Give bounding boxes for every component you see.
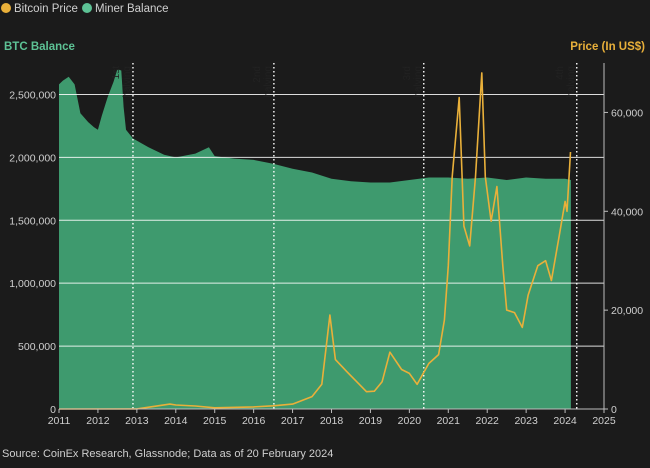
left-tick-label: 1,000,000 xyxy=(9,278,56,290)
x-tick-label: 2019 xyxy=(359,415,383,427)
x-tick-label: 2022 xyxy=(476,415,500,427)
legend-label-miner-balance: Miner Balance xyxy=(95,3,169,15)
x-tick-label: 2013 xyxy=(125,415,149,427)
left-axis-title: BTC Balance xyxy=(4,41,75,53)
legend: Bitcoin Price Miner Balance xyxy=(1,3,169,15)
x-tick-label: 2014 xyxy=(164,415,188,427)
left-tick-label: 0 xyxy=(50,404,56,416)
legend-swatch-bitcoin-price xyxy=(1,3,11,13)
left-tick-label: 2,500,000 xyxy=(9,89,56,101)
halving-label: 3rd xyxy=(402,66,413,80)
left-tick-label: 2,000,000 xyxy=(9,152,56,164)
price-line-layer xyxy=(58,72,572,410)
x-tick-label: 2016 xyxy=(242,415,266,427)
right-tick-label: 20,000 xyxy=(611,305,643,317)
halving-label: halving xyxy=(566,66,577,98)
left-tick-label: 1,500,000 xyxy=(9,215,56,227)
right-tick-label: 0 xyxy=(611,404,617,416)
right-axis-title: Price (In US$) xyxy=(570,41,645,53)
halving-layer: 1st halving 2nd halving 3rd halving 4th halving xyxy=(111,63,578,409)
source-note: Source: CoinEx Research, Glassnode; Data… xyxy=(2,448,333,460)
x-tick-label: 2025 xyxy=(592,415,616,427)
x-tick-label: 2024 xyxy=(553,415,577,427)
axis-layer: 2011 2012 2013 2014 2015 2016 2017 2018 2019 2020… xyxy=(9,63,643,427)
x-tick-label: 2021 xyxy=(437,415,461,427)
grid-layer xyxy=(59,93,604,347)
halving-label: 1st xyxy=(111,66,122,80)
right-tick-label: 60,000 xyxy=(611,107,643,119)
left-tick-label: 500,000 xyxy=(18,341,56,353)
x-tick-label: 2011 xyxy=(48,415,71,427)
legend-label-bitcoin-price: Bitcoin Price xyxy=(14,3,78,15)
bitcoin-price-line xyxy=(58,72,572,410)
legend-swatch-miner-balance xyxy=(82,3,92,13)
x-tick-label: 2023 xyxy=(514,415,538,427)
right-tick-label: 40,000 xyxy=(611,206,643,218)
x-tick-label: 2015 xyxy=(203,415,227,427)
x-tick-label: 2020 xyxy=(398,415,422,427)
halving-label: halving xyxy=(263,66,274,98)
halving-label: 2nd xyxy=(252,66,263,83)
halving-label: halving xyxy=(413,66,424,98)
x-tick-label: 2012 xyxy=(86,415,110,427)
halving-label: 4th xyxy=(555,66,566,80)
x-tick-label: 2018 xyxy=(320,415,344,427)
x-tick-label: 2017 xyxy=(281,415,305,427)
halving-label: halving xyxy=(122,66,133,98)
